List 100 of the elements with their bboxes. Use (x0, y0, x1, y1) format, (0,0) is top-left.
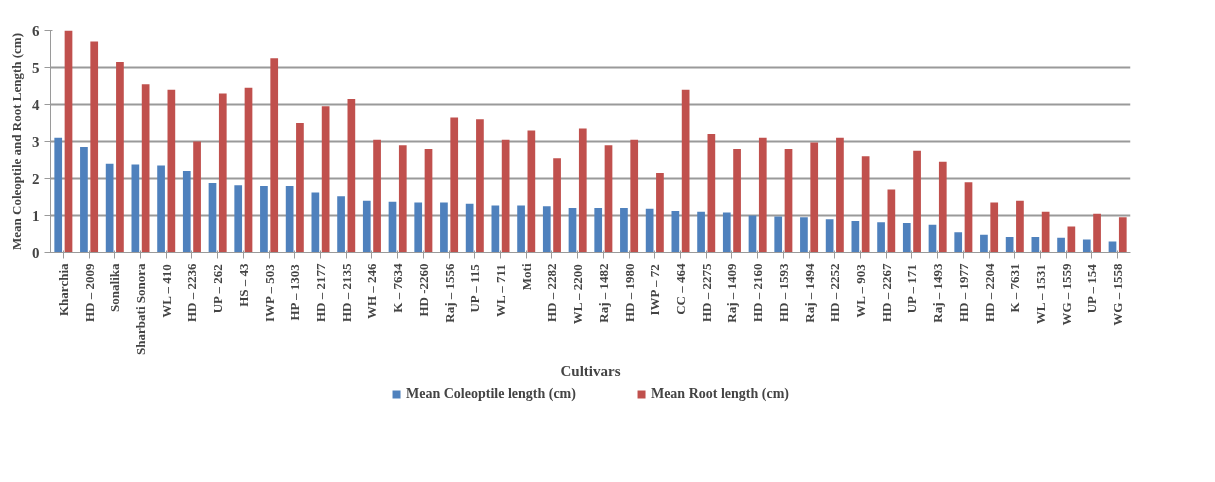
bar (578, 128, 587, 253)
bar (697, 211, 705, 253)
bar (1041, 211, 1050, 253)
x-tick-label: HD – 1980 (621, 263, 637, 322)
x-tick-label: HP – 1303 (287, 263, 303, 321)
x-tick-label: HD – 2267 (878, 263, 894, 322)
bar (877, 222, 885, 253)
x-tick-label: WL – 1531 (1033, 264, 1048, 325)
bar (244, 87, 253, 253)
bar (1082, 239, 1091, 253)
bar (182, 171, 191, 253)
bar (980, 234, 988, 253)
bar (260, 185, 268, 253)
bar (784, 148, 793, 253)
bar (337, 196, 345, 253)
bar (938, 161, 947, 253)
x-tick-label: WG – 1559 (1058, 263, 1074, 326)
bar (1093, 213, 1101, 253)
bar (321, 106, 330, 253)
bar (362, 200, 371, 253)
bar (733, 148, 741, 253)
bar (825, 219, 834, 253)
bar (861, 156, 870, 253)
bar (553, 158, 561, 253)
bar (234, 185, 243, 253)
bar (501, 139, 510, 253)
x-tick-label: WL – 2200 (570, 264, 586, 325)
bar (285, 185, 294, 253)
bar (440, 202, 448, 253)
bar (398, 145, 407, 253)
bar (707, 134, 716, 253)
bar (157, 165, 165, 253)
bar (774, 216, 783, 253)
bar (758, 137, 767, 253)
x-tick-label: WL – 903 (853, 263, 868, 318)
x-tick-label: HD – 2252 (827, 263, 843, 322)
x-tick-label: IWP – 72 (647, 264, 663, 316)
x-tick-label: Raj – 1493 (930, 263, 946, 323)
y-axis-title: Mean Coleoptile and Root Length (cm) (9, 32, 24, 250)
x-tick-label: WL – 410 (158, 264, 174, 318)
x-tick-label: Raj – 1556 (441, 263, 457, 323)
bar (594, 208, 603, 253)
x-tick-label: CC – 464 (673, 263, 688, 315)
y-tick-label: 4 (32, 96, 40, 113)
x-tick-label: HD – 2160 (750, 263, 766, 322)
x-tick-label: HD – 2177 (313, 263, 328, 322)
x-tick-label: UP – 154 (1084, 263, 1100, 314)
bar (90, 41, 99, 253)
bar (64, 30, 73, 253)
bar (414, 202, 423, 253)
bar (193, 141, 201, 253)
bar (1108, 241, 1117, 253)
bar (722, 212, 731, 253)
bar (1118, 217, 1127, 253)
x-tick-label: HD – 1977 (955, 263, 971, 322)
y-tick-label: 2 (32, 170, 40, 187)
x-tick-label: Raj – 1482 (595, 263, 611, 323)
x-tick-label: Raj – 1409 (724, 263, 740, 323)
bar (800, 217, 808, 253)
bar (1057, 237, 1065, 253)
x-tick-label: HS – 43 (235, 263, 251, 307)
bar (141, 84, 150, 253)
x-tick-label: HD – 2009 (81, 263, 97, 322)
bar (542, 206, 551, 253)
bar (671, 211, 680, 253)
y-tick-label: 3 (32, 133, 40, 150)
bar (388, 201, 397, 253)
x-tick-label: WH – 246 (364, 263, 380, 320)
bar (450, 117, 459, 253)
x-axis-title: Cultivars (560, 362, 621, 379)
bar (54, 137, 63, 253)
x-tick-label: HD – 2236 (184, 263, 200, 322)
bar (131, 164, 140, 253)
bar (218, 93, 227, 253)
bar (630, 139, 639, 253)
y-tick-label: 0 (32, 244, 40, 261)
bar (1016, 200, 1024, 253)
x-tick-label: HD – 1593 (775, 263, 791, 322)
x-tick-label: K – 7634 (390, 263, 406, 313)
bar (208, 182, 217, 253)
bar (296, 123, 304, 253)
bar (80, 147, 88, 253)
bar (990, 202, 999, 253)
bar (913, 150, 921, 253)
bar (1005, 236, 1014, 253)
y-tick-label: 5 (32, 59, 40, 76)
bar (902, 222, 911, 253)
bar (604, 145, 613, 253)
x-tick-label: HD – 2204 (981, 263, 997, 322)
bar (810, 142, 819, 253)
bar (116, 61, 124, 253)
x-tick-label: HD -2260 (415, 263, 431, 317)
x-tick-label: HD – 2275 (698, 263, 714, 322)
x-tick-label: IWP – 503 (261, 263, 277, 322)
bar (105, 163, 114, 253)
bar (167, 89, 176, 253)
y-tick-label: 6 (32, 22, 40, 39)
x-tick-label: UP – 171 (904, 264, 920, 314)
x-tick-label: UP – 262 (210, 264, 226, 314)
x-tick-label: K – 7631 (1007, 263, 1023, 313)
